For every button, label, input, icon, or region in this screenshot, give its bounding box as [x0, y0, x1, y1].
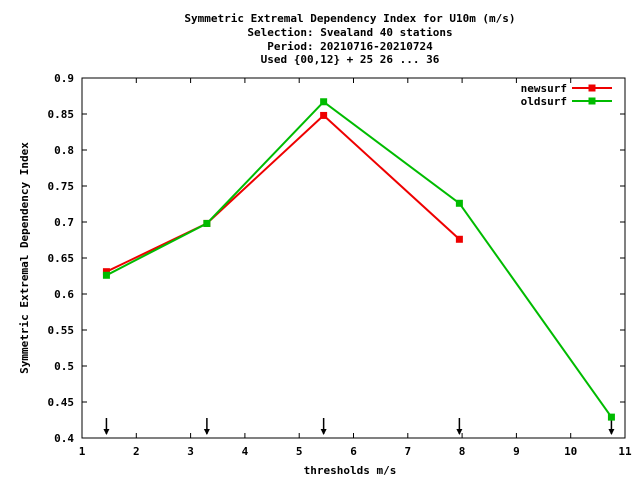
title-line-2: Selection: Svealand 40 stations [247, 26, 452, 39]
threshold-arrow-head [103, 429, 110, 435]
title-line-1: Symmetric Extremal Dependency Index for … [184, 12, 515, 25]
y-tick-label: 0.45 [48, 396, 75, 409]
y-tick-label: 0.6 [54, 288, 74, 301]
y-tick-label: 0.8 [54, 144, 74, 157]
x-tick-label: 8 [459, 445, 466, 458]
threshold-arrow-head [456, 429, 463, 435]
title-line-4: Used {00,12} + 25 26 ... 36 [261, 53, 440, 66]
x-tick-label: 3 [187, 445, 194, 458]
x-axis-label: thresholds m/s [304, 464, 397, 477]
threshold-markers [103, 418, 615, 435]
x-tick-label: 11 [618, 445, 632, 458]
x-tick-label: 10 [564, 445, 577, 458]
chart-title: Symmetric Extremal Dependency Index for … [184, 12, 515, 66]
title-line-3: Period: 20210716-20210724 [267, 40, 433, 53]
data-point-oldsurf [607, 413, 615, 421]
series-line-oldsurf [105, 100, 613, 418]
y-axis-label: Symmetric Extremal Dependency Index [18, 142, 31, 374]
legend-label-oldsurf: oldsurf [521, 95, 567, 108]
x-tick-label: 5 [296, 445, 303, 458]
x-tick-label: 2 [133, 445, 140, 458]
series-line-newsurf [105, 114, 461, 273]
data-point-newsurf [102, 268, 110, 276]
plot-frame [81, 77, 626, 439]
data-point-newsurf [320, 111, 328, 119]
x-axis: 1 2 3 4 5 6 7 8 9 10 11 [79, 78, 632, 458]
series-layer [102, 98, 615, 421]
threshold-arrow-head [203, 429, 210, 435]
x-tick-label: 4 [242, 445, 249, 458]
y-axis: 0.4 0.45 0.5 0.55 0.6 0.65 0.7 0.75 0.8 0.85 0.9 [48, 72, 625, 445]
data-point-oldsurf [203, 219, 211, 227]
legend-label-newsurf: newsurf [521, 82, 567, 95]
y-tick-label: 0.85 [48, 108, 75, 121]
y-tick-label: 0.5 [54, 360, 74, 373]
y-tick-label: 0.75 [48, 180, 75, 193]
x-tick-label: 7 [404, 445, 411, 458]
x-tick-label: 1 [79, 445, 86, 458]
y-tick-label: 0.55 [48, 324, 75, 337]
data-point-oldsurf [102, 271, 110, 279]
legend-marker-oldsurf [588, 97, 596, 105]
y-tick-label: 0.7 [54, 216, 74, 229]
data-point-oldsurf [320, 98, 328, 106]
data-point-newsurf [455, 235, 463, 243]
y-tick-label: 0.65 [48, 252, 75, 265]
x-tick-label: 9 [513, 445, 520, 458]
threshold-arrow-head [320, 429, 327, 435]
y-tick-label: 0.4 [54, 432, 74, 445]
data-point-oldsurf [455, 199, 463, 207]
y-tick-label: 0.9 [54, 72, 74, 85]
legend-marker-newsurf [588, 84, 596, 92]
x-tick-label: 6 [350, 445, 357, 458]
threshold-arrow-head [608, 429, 615, 435]
